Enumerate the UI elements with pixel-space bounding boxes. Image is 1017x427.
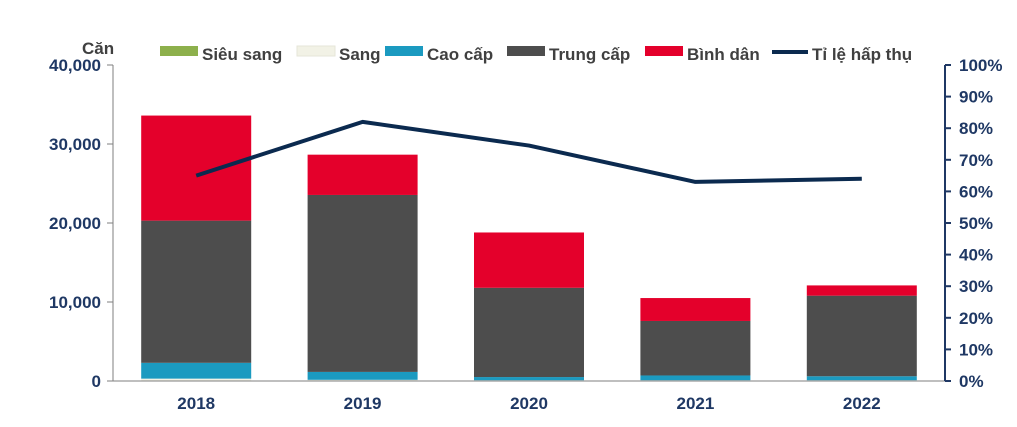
bar-2019-sang bbox=[307, 379, 418, 381]
bar-2021-bình-dân bbox=[640, 298, 751, 321]
bar-2020-cao-cấp bbox=[474, 377, 584, 381]
y-axis-unit-label: Căn bbox=[82, 39, 114, 58]
bar-2021-trung-cấp bbox=[640, 320, 751, 376]
axes-layer: 0 10,000 20,000 30,000 40,000 0% 10% 20% 30% 40% 5… bbox=[49, 56, 1002, 413]
y2-tick-label: 10% bbox=[959, 340, 993, 359]
y-tick-label: 0 bbox=[92, 372, 101, 391]
legend-swatch-cao-cấp bbox=[385, 46, 423, 56]
y-tick-label: 40,000 bbox=[49, 56, 101, 75]
y-tick-label: 20,000 bbox=[49, 214, 101, 233]
legend-swatch-trung-cấp bbox=[507, 46, 545, 56]
line-absorption-rate bbox=[195, 119, 862, 184]
x-tick-label: 2022 bbox=[843, 394, 881, 413]
bar-2022-bình-dân bbox=[806, 285, 917, 296]
legend-label-cao-cấp: Cao cấp bbox=[427, 45, 493, 64]
bar-2022-cao-cấp bbox=[806, 376, 917, 381]
legend: Siêu sang Sang Cao cấp Trung cấp Bình dân Tỉ … bbox=[160, 45, 912, 64]
y2-tick-label: 20% bbox=[959, 309, 993, 328]
bar-2020-bình-dân bbox=[474, 232, 584, 288]
y2-tick-label: 80% bbox=[959, 119, 993, 138]
x-tick-label: 2021 bbox=[676, 394, 714, 413]
x-tick-label: 2019 bbox=[344, 394, 382, 413]
bar-2020-trung-cấp bbox=[474, 287, 584, 378]
legend-swatch-siêu-sang bbox=[160, 46, 198, 56]
legend-swatch-bình-dân bbox=[645, 46, 683, 56]
x-tick-label: 2018 bbox=[177, 394, 215, 413]
bar-2018-cao-cấp bbox=[141, 362, 252, 379]
y2-tick-label: 50% bbox=[959, 214, 993, 233]
bar-2018-bình-dân bbox=[141, 115, 252, 221]
y2-tick-label: 60% bbox=[959, 182, 993, 201]
y2-tick-label: 90% bbox=[959, 88, 993, 107]
bar-2019-bình-dân bbox=[307, 154, 418, 195]
y-tick-label: 30,000 bbox=[49, 135, 101, 154]
y2-tick-label: 100% bbox=[959, 56, 1002, 75]
y2-tick-label: 40% bbox=[959, 246, 993, 265]
bar-2019-cao-cấp bbox=[307, 371, 418, 380]
x-tick-label: 2020 bbox=[510, 394, 548, 413]
legend-label-trung-cấp: Trung cấp bbox=[549, 45, 630, 64]
bar-2018-trung-cấp bbox=[141, 220, 252, 363]
legend-swatch-sang bbox=[296, 45, 336, 57]
legend-label-absorption-rate: Tỉ lệ hấp thụ bbox=[812, 45, 912, 64]
legend-label-bình-dân: Bình dân bbox=[687, 45, 760, 64]
bar-2019-trung-cấp bbox=[307, 194, 418, 372]
bar-layer bbox=[141, 115, 917, 381]
y2-tick-label: 30% bbox=[959, 277, 993, 296]
bar-2018-sang bbox=[141, 378, 252, 381]
bar-2022-trung-cấp bbox=[806, 295, 917, 377]
y2-tick-label: 70% bbox=[959, 151, 993, 170]
bar-2021-cao-cấp bbox=[640, 375, 751, 381]
y-tick-label: 10,000 bbox=[49, 293, 101, 312]
legend-label-sang: Sang bbox=[339, 45, 381, 64]
line-layer bbox=[195, 119, 862, 184]
y2-tick-label: 0% bbox=[959, 372, 984, 391]
legend-label-siêu-sang: Siêu sang bbox=[202, 45, 282, 64]
